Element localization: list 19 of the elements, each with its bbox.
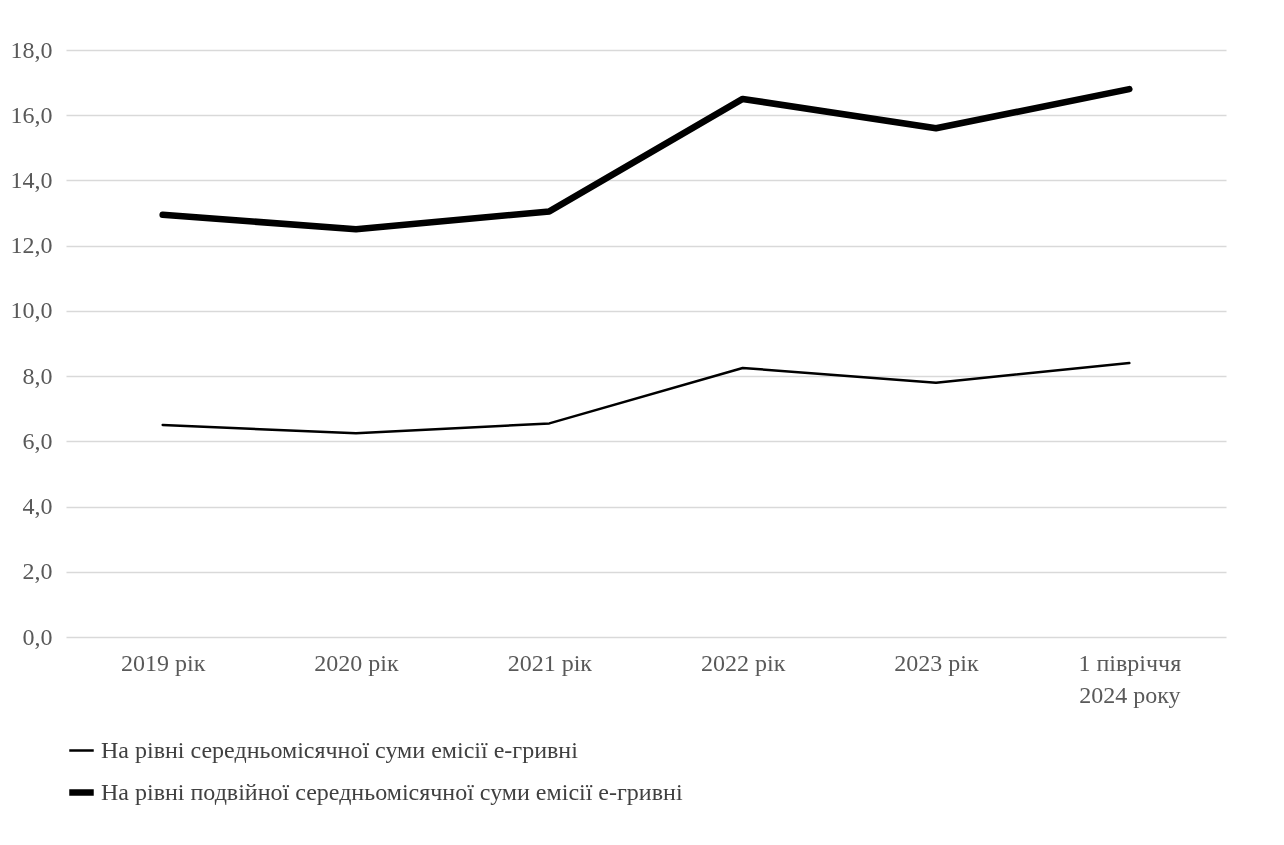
legend-label: На рівні середньомісячної суми емісії е-гривні (101, 736, 579, 763)
x-tick-label: 1 півріччя 2024 року (1078, 649, 1182, 708)
x-tick-label: 2023 рік (894, 649, 979, 676)
y-tick-label: 6,0 (22, 427, 53, 454)
x-tick-label: 2020 рік (314, 649, 399, 676)
y-tick-label: 18,0 (10, 36, 53, 63)
legend-label: На рівні подвійної середньомісячної суми емісії е-гривні (101, 778, 683, 805)
y-tick-label: 10,0 (10, 297, 53, 324)
y-tick-label: 8,0 (22, 362, 53, 389)
y-tick-label: 2,0 (22, 558, 53, 585)
x-tick-label: 2021 рік (507, 649, 593, 676)
x-tick-label: 2019 рік (121, 649, 206, 676)
y-tick-label: 12,0 (10, 232, 53, 259)
x-tick-label: 2022 рік (701, 649, 786, 676)
y-tick-label: 16,0 (10, 101, 53, 128)
y-tick-label: 0,0 (22, 623, 53, 650)
y-tick-label: 4,0 (22, 493, 53, 520)
line-series (161, 361, 1131, 435)
y-tick-label: 14,0 (10, 166, 53, 193)
